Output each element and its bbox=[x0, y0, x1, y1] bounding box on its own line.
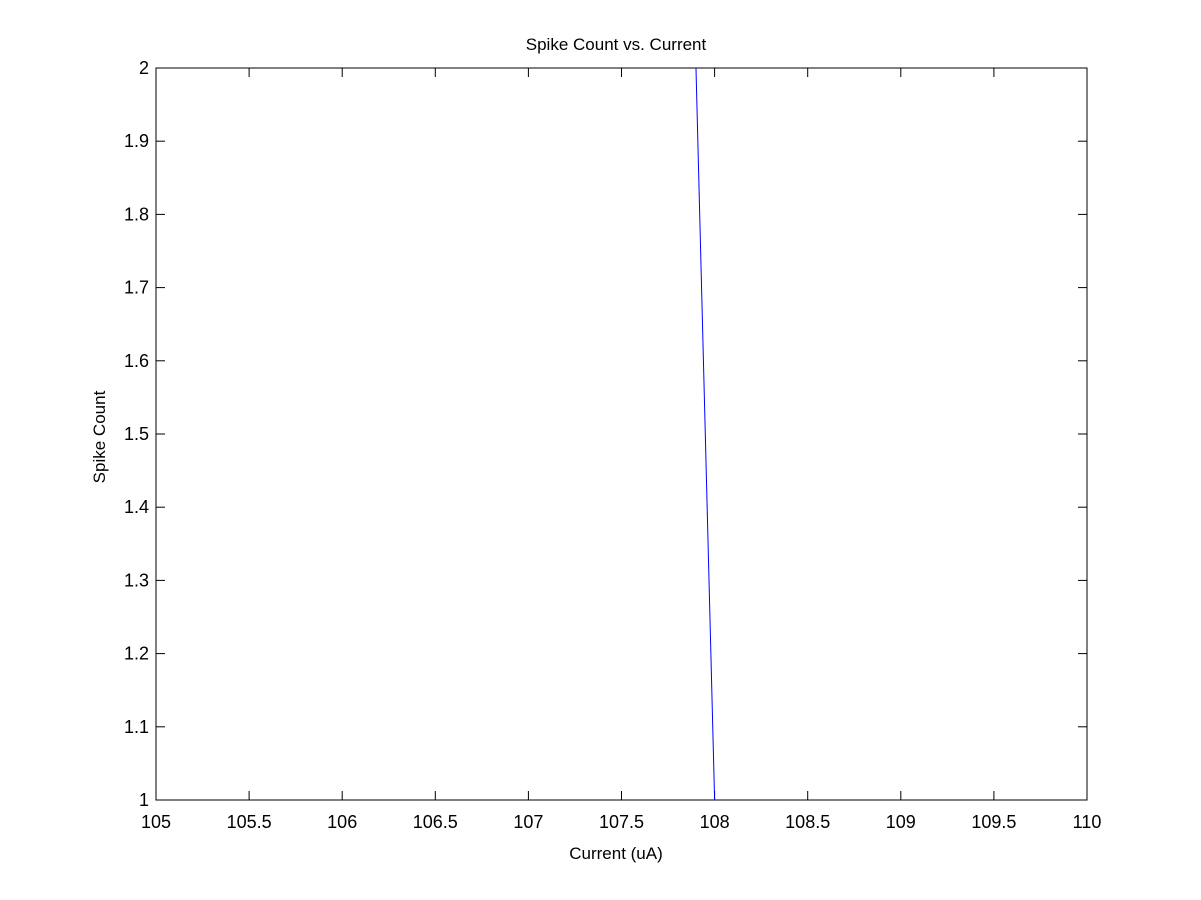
x-tick-label: 109 bbox=[886, 812, 916, 832]
y-tick-label: 1 bbox=[139, 790, 149, 810]
y-tick-label: 1.6 bbox=[124, 351, 149, 371]
x-axis-ticks: 105 105.5 106 106.5 107 107.5 108 108.5 109 109.5… bbox=[141, 68, 1101, 832]
y-tick-label: 1.1 bbox=[124, 717, 149, 737]
y-tick-label: 1.2 bbox=[124, 644, 149, 664]
y-tick-label: 1.3 bbox=[124, 570, 149, 590]
x-tick-label: 110 bbox=[1073, 812, 1102, 832]
y-tick-label: 1.8 bbox=[124, 204, 149, 224]
y-tick-label: 1.9 bbox=[124, 131, 149, 151]
x-tick-label: 107 bbox=[513, 812, 543, 832]
x-tick-label: 105 bbox=[141, 812, 171, 832]
x-tick-label: 109.5 bbox=[971, 812, 1016, 832]
x-tick-label: 106 bbox=[327, 812, 357, 832]
x-axis-title: Current (uA) bbox=[569, 844, 663, 863]
y-tick-label: 2 bbox=[139, 58, 149, 78]
series-line bbox=[695, 67, 716, 801]
x-tick-label: 106.5 bbox=[413, 812, 458, 832]
x-tick-label: 108 bbox=[700, 812, 730, 832]
series-layer bbox=[695, 67, 716, 801]
plot-area bbox=[155, 67, 1088, 801]
x-tick-label: 107.5 bbox=[599, 812, 644, 832]
y-axis-title: Spike Count bbox=[90, 390, 109, 483]
chart-title: Spike Count vs. Current bbox=[526, 35, 707, 54]
x-tick-label: 108.5 bbox=[785, 812, 830, 832]
y-tick-label: 1.4 bbox=[124, 497, 149, 517]
y-axis-ticks: 1 1.1 1.2 1.3 1.4 1.5 1.6 1.7 1.8 1.9 2 bbox=[124, 58, 1087, 810]
y-tick-label: 1.7 bbox=[124, 278, 149, 298]
x-tick-label: 105.5 bbox=[227, 812, 272, 832]
y-tick-label: 1.5 bbox=[124, 424, 149, 444]
